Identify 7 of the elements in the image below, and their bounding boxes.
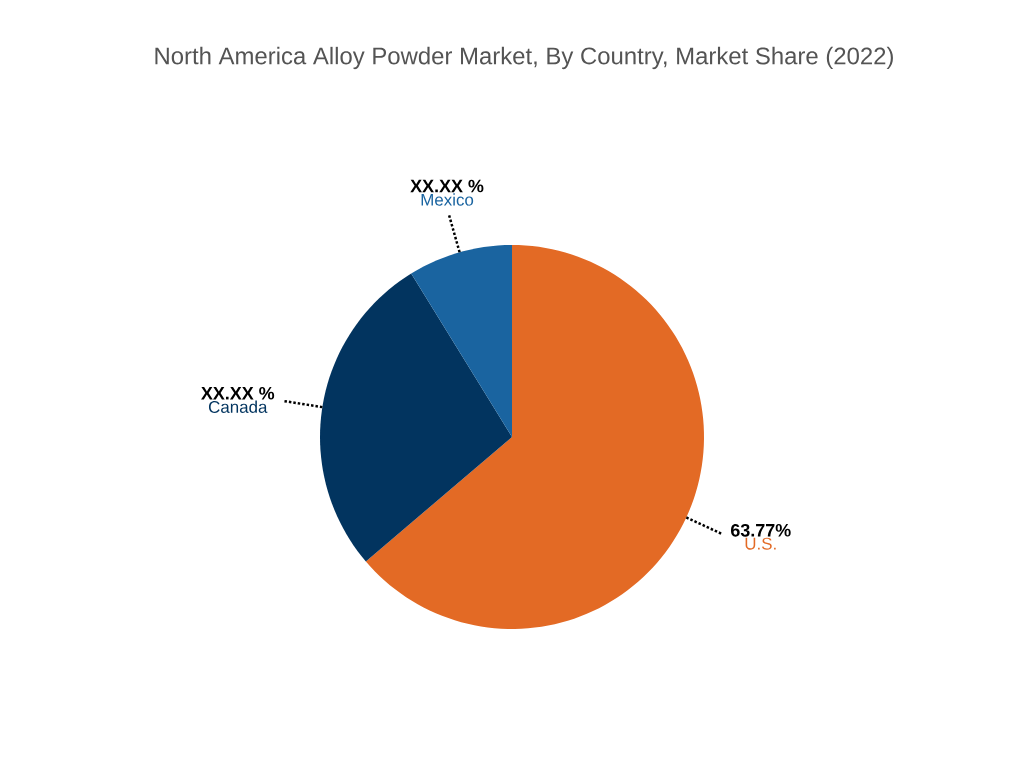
data-label: XX.XX % (201, 386, 275, 400)
slice-label: Mexico (421, 193, 474, 206)
data-label: XX.XX % (410, 179, 484, 193)
slice-label: Canada (208, 400, 268, 413)
chart-title: North America Alloy Powder Market, By Country, Market Share (2022) (155, 46, 893, 70)
slice-label: U.S. (745, 537, 776, 550)
data-label: 63.77% (731, 523, 791, 537)
